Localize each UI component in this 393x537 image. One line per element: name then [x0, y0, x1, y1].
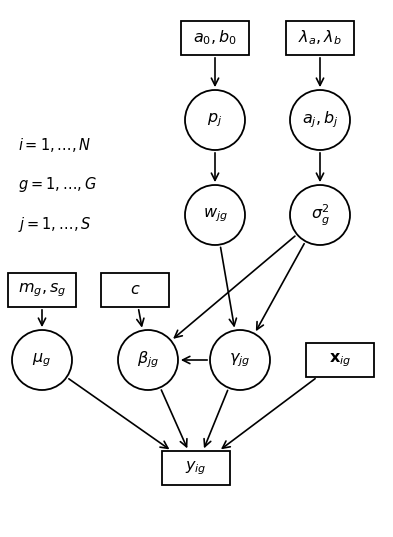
Circle shape: [290, 90, 350, 150]
Circle shape: [118, 330, 178, 390]
Text: $\gamma_{jg}$: $\gamma_{jg}$: [230, 351, 251, 369]
FancyBboxPatch shape: [286, 21, 354, 55]
Circle shape: [290, 185, 350, 245]
Text: $w_{jg}$: $w_{jg}$: [202, 206, 228, 224]
Text: $m_g, s_g$: $m_g, s_g$: [18, 281, 66, 299]
Text: $a_0, b_0$: $a_0, b_0$: [193, 28, 237, 47]
FancyBboxPatch shape: [306, 343, 374, 377]
Text: $j = 1, \ldots, S$: $j = 1, \ldots, S$: [18, 215, 92, 235]
Circle shape: [210, 330, 270, 390]
Circle shape: [12, 330, 72, 390]
Text: $i = 1, \ldots, N$: $i = 1, \ldots, N$: [18, 136, 92, 154]
Circle shape: [185, 90, 245, 150]
Text: $a_j, b_j$: $a_j, b_j$: [301, 110, 338, 130]
Text: $y_{ig}$: $y_{ig}$: [185, 459, 207, 477]
FancyBboxPatch shape: [101, 273, 169, 307]
Text: $\mu_g$: $\mu_g$: [33, 351, 51, 369]
Circle shape: [185, 185, 245, 245]
Text: $\lambda_a, \lambda_b$: $\lambda_a, \lambda_b$: [298, 28, 342, 47]
Text: $\beta_{jg}$: $\beta_{jg}$: [137, 350, 159, 371]
Text: $\sigma_g^2$: $\sigma_g^2$: [310, 202, 329, 228]
Text: $c$: $c$: [130, 282, 140, 297]
Text: $\mathbf{x}_{ig}$: $\mathbf{x}_{ig}$: [329, 351, 351, 369]
FancyBboxPatch shape: [8, 273, 76, 307]
Text: $p_j$: $p_j$: [208, 111, 223, 129]
FancyBboxPatch shape: [181, 21, 249, 55]
Text: $g = 1, \ldots, G$: $g = 1, \ldots, G$: [18, 176, 97, 194]
FancyBboxPatch shape: [162, 451, 230, 485]
